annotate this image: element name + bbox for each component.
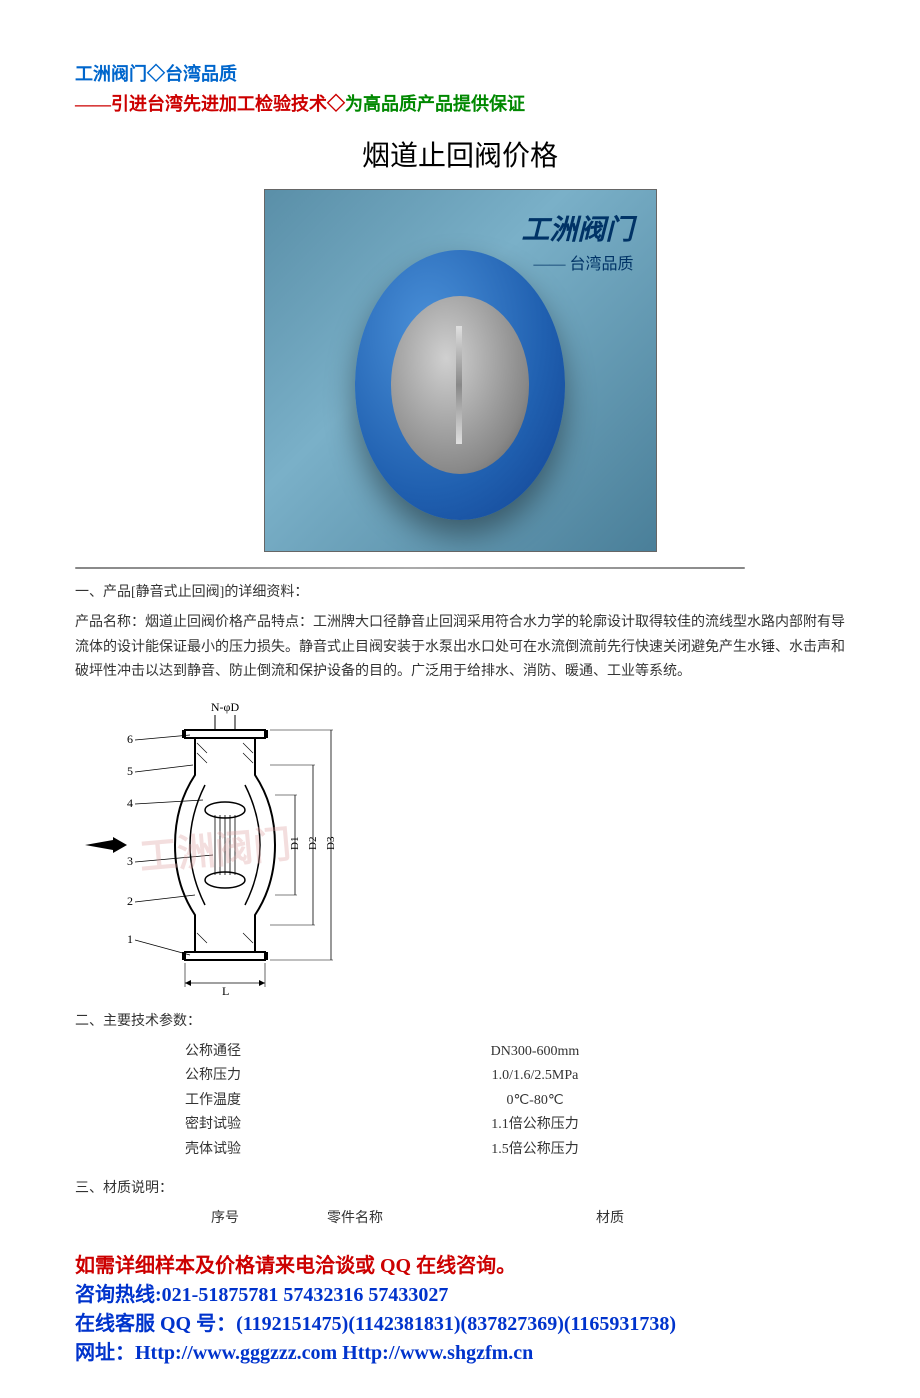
spec-label: 工作温度 — [185, 1089, 365, 1114]
material-col-material: 材质 — [430, 1207, 790, 1227]
header-slogan-line: ——引进台湾先进加工检验技术◇为高品质产品提供保证 — [75, 90, 845, 116]
section1-body: 产品名称：烟道止回阀价格产品特点：工洲牌大口径静音止回润采用符合水力学的轮廓设计… — [75, 611, 845, 685]
svg-text:3: 3 — [127, 854, 133, 868]
svg-text:1: 1 — [127, 932, 133, 946]
footer-url1: Http://www.gggzzz.com — [135, 1342, 337, 1364]
section-divider — [75, 567, 745, 569]
svg-text:L: L — [222, 984, 229, 998]
svg-text:4: 4 — [127, 796, 133, 810]
page-title: 烟道止回阀价格 — [75, 134, 845, 174]
footer-phone-numbers: 021-51875781 57432316 57433027 — [162, 1284, 449, 1306]
spec-label: 公称通径 — [185, 1040, 365, 1065]
spec-table: 公称通径DN300-600mm 公称压力1.0/1.6/2.5MPa 工作温度0… — [185, 1040, 705, 1163]
spec-value: 1.1倍公称压力 — [365, 1113, 705, 1138]
product-photo: 工洲阀门 —— 台湾品质 — [264, 189, 657, 552]
footer-qq-label: 在线客服 QQ 号： — [75, 1313, 236, 1335]
brand-main-text: 工洲阀门 — [521, 208, 633, 248]
svg-text:D2: D2 — [307, 836, 319, 849]
spec-label: 壳体试验 — [185, 1138, 365, 1163]
svg-text:6: 6 — [127, 732, 133, 746]
footer-url: 网址：Http://www.gggzzz.com Http://www.shgz… — [75, 1339, 845, 1368]
technical-diagram: 工洲阀门 N-φD 6 5 4 3 2 1 — [75, 695, 355, 1000]
footer-hotline: 咨询热线:021-51875781 57432316 57433027 — [75, 1281, 845, 1310]
svg-text:2: 2 — [127, 894, 133, 908]
header-dash: —— — [75, 94, 111, 114]
spec-value: 1.0/1.6/2.5MPa — [365, 1064, 705, 1089]
spec-label: 公称压力 — [185, 1064, 365, 1089]
spec-value: DN300-600mm — [365, 1040, 705, 1065]
footer-contact: 如需详细样本及价格请来电洽谈或 QQ 在线咨询。 咨询热线:021-518757… — [75, 1252, 845, 1368]
header-text-red: 引进台湾先进加工检验技术 — [111, 94, 327, 114]
section1-heading: 一、产品[静音式止回阀]的详细资料： — [75, 581, 845, 601]
footer-hotline-label: 咨询热线: — [75, 1284, 162, 1306]
material-col-part: 零件名称 — [280, 1207, 430, 1227]
footer-url-label: 网址： — [75, 1342, 135, 1364]
spec-row: 壳体试验1.5倍公称压力 — [185, 1138, 705, 1163]
spec-row: 公称压力1.0/1.6/2.5MPa — [185, 1064, 705, 1089]
footer-qq: 在线客服 QQ 号：(1192151475)(1142381831)(83782… — [75, 1310, 845, 1339]
svg-text:5: 5 — [127, 764, 133, 778]
footer-qq-numbers: (1192151475)(1142381831)(837827369)(1165… — [236, 1313, 676, 1335]
material-table-header: 序号 零件名称 材质 — [170, 1207, 845, 1227]
footer-cta: 如需详细样本及价格请来电洽谈或 QQ 在线咨询。 — [75, 1252, 845, 1281]
spec-value: 0℃-80℃ — [365, 1089, 705, 1114]
svg-text:D3: D3 — [325, 836, 337, 850]
header-brand-line: 工洲阀门◇台湾品质 — [75, 60, 845, 86]
spec-row: 工作温度0℃-80℃ — [185, 1089, 705, 1114]
footer-url2: Http://www.shgzfm.cn — [342, 1342, 533, 1364]
spec-value: 1.5倍公称压力 — [365, 1138, 705, 1163]
section3-heading: 三、材质说明： — [75, 1177, 845, 1197]
svg-text:N-φD: N-φD — [211, 700, 240, 714]
spec-row: 密封试验1.1倍公称压力 — [185, 1113, 705, 1138]
spec-row: 公称通径DN300-600mm — [185, 1040, 705, 1065]
header-text-green: 为高品质产品提供保证 — [345, 94, 525, 114]
section2-heading: 二、主要技术参数： — [75, 1010, 845, 1030]
valve-illustration — [355, 250, 565, 520]
spec-label: 密封试验 — [185, 1113, 365, 1138]
header-diamond: ◇ — [327, 94, 345, 114]
material-col-seq: 序号 — [170, 1207, 280, 1227]
